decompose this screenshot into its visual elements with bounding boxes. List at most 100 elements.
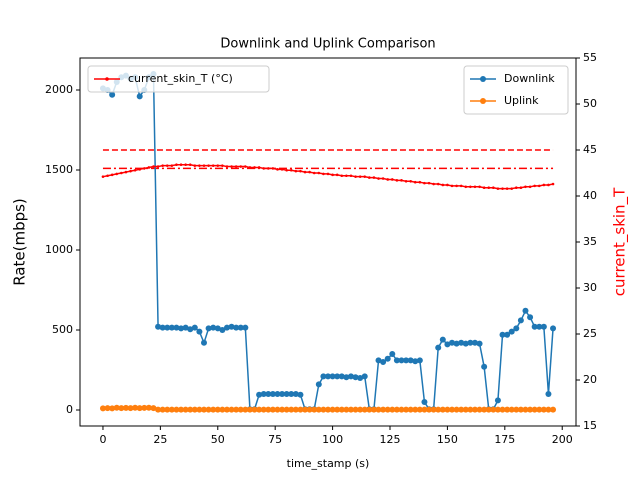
data-point <box>473 185 477 189</box>
data-point <box>343 406 350 413</box>
data-point <box>395 179 399 182</box>
data-point <box>347 406 354 413</box>
data-point <box>432 182 435 186</box>
data-point <box>150 405 157 412</box>
data-point <box>481 363 488 370</box>
data-point <box>315 406 322 413</box>
data-point <box>375 406 382 413</box>
data-point <box>550 406 557 413</box>
data-point <box>306 406 313 413</box>
data-point <box>531 323 538 330</box>
data-point <box>161 164 164 167</box>
data-point <box>436 182 440 186</box>
data-point <box>248 166 252 169</box>
data-point <box>375 357 382 364</box>
data-point <box>191 406 198 413</box>
data-point <box>536 323 543 330</box>
data-point <box>524 185 527 189</box>
y2-tick-label: 35 <box>583 235 597 248</box>
data-point <box>435 344 442 351</box>
legend-label: current_skin_T (°C) <box>128 72 233 85</box>
data-point <box>138 168 142 171</box>
data-point <box>492 186 495 190</box>
data-point <box>510 187 514 190</box>
data-point <box>223 406 230 413</box>
data-point <box>155 323 162 330</box>
data-point <box>201 406 207 413</box>
data-point <box>427 181 431 185</box>
data-point <box>381 177 385 180</box>
data-point <box>476 406 483 413</box>
data-point <box>476 340 483 347</box>
x-tick-label: 25 <box>153 433 167 446</box>
data-point <box>499 331 506 338</box>
data-point <box>504 331 511 338</box>
data-point <box>505 187 509 190</box>
data-point <box>435 406 442 413</box>
data-point <box>276 168 279 171</box>
y2-tick-label: 15 <box>583 419 597 432</box>
data-point <box>104 405 111 412</box>
data-point <box>237 324 244 331</box>
data-point <box>260 406 267 413</box>
data-point <box>449 406 455 413</box>
data-point <box>430 406 437 413</box>
data-point <box>164 324 171 331</box>
data-point <box>265 391 272 397</box>
data-point <box>122 404 129 411</box>
x-tick-label: 175 <box>494 433 515 446</box>
data-point <box>207 164 210 167</box>
data-point <box>173 406 180 413</box>
data-point <box>528 185 532 189</box>
data-point <box>182 324 189 331</box>
data-point <box>390 178 394 181</box>
data-point <box>446 183 449 187</box>
data-point <box>294 169 298 173</box>
data-point <box>312 171 316 175</box>
data-point <box>358 175 362 178</box>
data-point <box>393 357 400 364</box>
data-point <box>377 177 380 180</box>
data-point <box>317 171 321 175</box>
data-point <box>449 339 455 346</box>
data-point <box>455 184 458 188</box>
data-point <box>361 406 368 413</box>
data-point <box>458 339 465 346</box>
data-point <box>205 406 212 413</box>
data-point <box>302 406 309 413</box>
data-point <box>325 406 331 413</box>
data-point <box>246 406 253 413</box>
data-point <box>366 406 373 413</box>
data-point <box>540 406 547 413</box>
data-point <box>221 164 224 167</box>
data-point <box>471 406 478 413</box>
data-point <box>361 373 368 380</box>
data-point <box>384 355 391 362</box>
legend-label: Uplink <box>504 94 539 107</box>
data-point <box>315 381 322 388</box>
data-point <box>274 406 281 413</box>
data-point <box>202 164 206 167</box>
data-point <box>467 339 474 346</box>
data-point <box>269 391 276 397</box>
data-point <box>398 406 405 413</box>
data-point <box>347 373 354 380</box>
data-point <box>311 406 318 413</box>
x-tick-label: 0 <box>99 433 106 446</box>
data-point <box>257 166 261 169</box>
data-point <box>501 187 504 190</box>
legend-marker <box>105 77 109 81</box>
data-point <box>132 404 139 411</box>
data-point <box>216 164 220 167</box>
data-point <box>407 406 414 413</box>
data-point <box>439 336 446 343</box>
data-point <box>196 406 203 413</box>
data-point <box>196 328 203 335</box>
data-point <box>168 406 175 413</box>
data-point <box>335 173 339 177</box>
data-point <box>265 406 272 413</box>
data-point <box>127 405 134 412</box>
x-tick-label: 150 <box>437 433 458 446</box>
data-point <box>329 406 336 413</box>
data-point <box>297 406 304 413</box>
